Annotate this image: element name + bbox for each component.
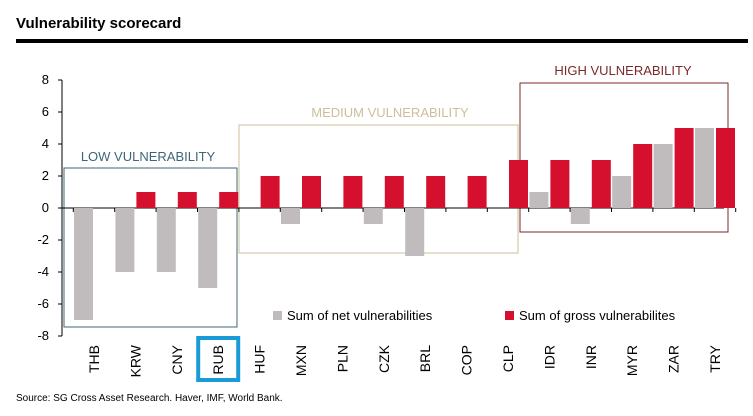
net-bar-rub bbox=[198, 208, 218, 288]
x-label-pln: PLN bbox=[334, 345, 350, 372]
bars bbox=[74, 128, 735, 320]
x-label-inr: INR bbox=[583, 345, 599, 369]
net-bar-thb bbox=[74, 208, 93, 320]
gross-bar-rub bbox=[219, 192, 239, 208]
rub-highlight-box bbox=[196, 336, 241, 382]
net-bar-czk bbox=[363, 208, 383, 224]
gross-bar-idr bbox=[550, 160, 570, 208]
low-vulnerability-box bbox=[63, 167, 238, 328]
gross-bar-try bbox=[716, 128, 735, 208]
x-label-krw: KRW bbox=[127, 344, 143, 377]
y-tick-label: -4 bbox=[37, 264, 49, 279]
gross-bar-cny bbox=[177, 192, 197, 208]
net-bar-try bbox=[695, 128, 714, 208]
gross-bar-myr bbox=[633, 144, 653, 208]
gross-bar-inr bbox=[591, 160, 611, 208]
legend-label-net: Sum of net vulnerabilities bbox=[287, 308, 433, 323]
net-bar-mxn bbox=[281, 208, 300, 224]
y-tick-label: -6 bbox=[37, 296, 49, 311]
title-rule bbox=[16, 39, 748, 43]
x-label-zar: ZAR bbox=[666, 345, 682, 373]
gross-bar-czk bbox=[384, 176, 404, 208]
net-bar-cny bbox=[156, 208, 176, 272]
x-label-thb: THB bbox=[86, 345, 102, 373]
gross-bar-pln bbox=[343, 176, 363, 208]
x-label-rub: RUB bbox=[210, 345, 226, 375]
net-bar-brl bbox=[405, 208, 425, 256]
y-tick-label: 6 bbox=[42, 104, 49, 119]
source-note: Source: SG Cross Asset Research. Haver, … bbox=[16, 393, 283, 404]
medium-vulnerability-label: MEDIUM VULNERABILITY bbox=[311, 105, 469, 120]
x-label-brl: BRL bbox=[417, 345, 433, 372]
x-label-cop: COP bbox=[459, 345, 475, 375]
y-tick-label: -2 bbox=[37, 232, 49, 247]
x-label-clp: CLP bbox=[500, 345, 516, 372]
low-vulnerability-label: LOW VULNERABILITY bbox=[81, 149, 216, 164]
x-axis-labels: THB KRW CNY RUB HUF MXN PLN CZK BRL COP CLP IDR INR M… bbox=[86, 336, 723, 382]
gross-bar-huf bbox=[260, 176, 280, 208]
x-label-myr: MYR bbox=[624, 345, 640, 376]
gross-bar-mxn bbox=[302, 176, 321, 208]
net-bar-krw bbox=[115, 208, 135, 272]
x-label-huf: HUF bbox=[252, 345, 268, 374]
chart-area: LOW VULNERABILITY MEDIUM VULNERABILITY HIG… bbox=[37, 63, 737, 382]
gross-bar-cop bbox=[467, 176, 487, 208]
gross-bar-krw bbox=[136, 192, 156, 208]
legend-swatch-gross bbox=[505, 311, 514, 320]
y-tick-label: 0 bbox=[42, 200, 49, 215]
gross-bar-zar bbox=[674, 128, 694, 208]
net-bar-zar bbox=[653, 144, 673, 208]
high-vulnerability-label: HIGH VULNERABILITY bbox=[554, 63, 692, 78]
gross-bar-brl bbox=[426, 176, 446, 208]
legend: Sum of net vulnerabilities Sum of gross v… bbox=[273, 308, 676, 323]
chart-title: Vulnerability scorecard bbox=[16, 15, 182, 32]
x-label-idr: IDR bbox=[541, 345, 557, 369]
x-label-try: TRY bbox=[707, 344, 723, 372]
gross-bar-clp bbox=[509, 160, 528, 208]
legend-label-gross: Sum of gross vulnerabilites bbox=[519, 308, 676, 323]
net-bar-myr bbox=[612, 176, 632, 208]
x-label-cny: CNY bbox=[169, 344, 185, 374]
x-label-mxn: MXN bbox=[293, 345, 309, 376]
net-bar-inr bbox=[570, 208, 590, 224]
x-label-czk: CZK bbox=[376, 344, 392, 373]
y-tick-label: 4 bbox=[42, 136, 49, 151]
y-tick-label: 8 bbox=[42, 72, 49, 87]
legend-swatch-net bbox=[273, 311, 282, 320]
net-bar-idr bbox=[529, 192, 549, 208]
y-tick-label: 2 bbox=[42, 168, 49, 183]
y-tick-label: -8 bbox=[37, 328, 49, 343]
